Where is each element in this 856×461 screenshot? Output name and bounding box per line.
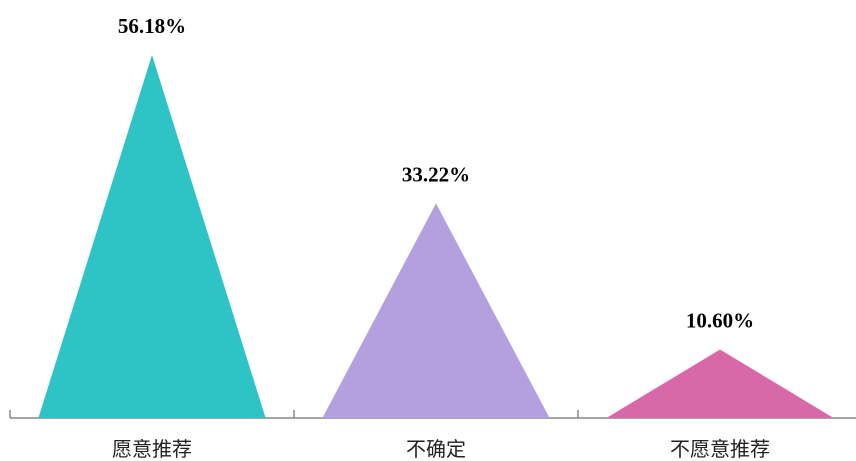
- triangle-bar: [322, 203, 550, 418]
- value-label: 56.18%: [118, 14, 186, 38]
- x-tick-label: 不愿意推荐: [670, 437, 770, 461]
- x-tick-label: 不确定: [406, 437, 466, 461]
- triangle-bar: [38, 55, 266, 418]
- x-tick-label: 愿意推荐: [112, 437, 192, 461]
- triangle-bar: [606, 349, 834, 418]
- value-label: 10.60%: [686, 309, 754, 333]
- value-label: 33.22%: [402, 162, 470, 186]
